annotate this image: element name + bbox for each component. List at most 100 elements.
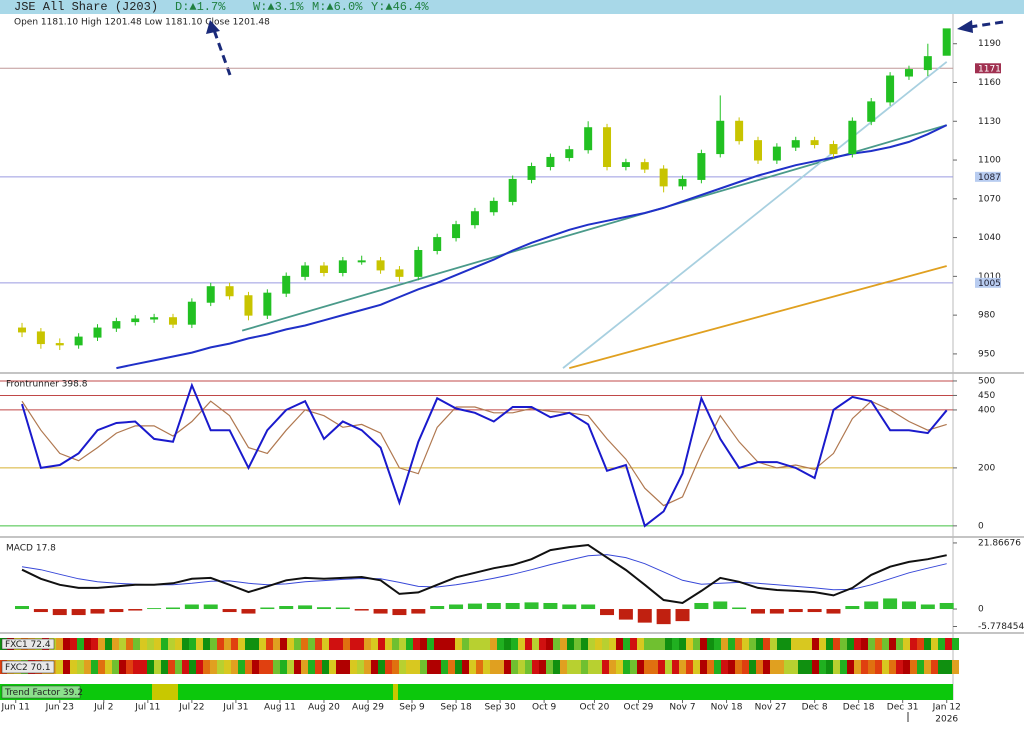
heat-cell (462, 660, 469, 674)
annotation-arrows (206, 20, 1004, 76)
heat-cell (294, 638, 301, 650)
candle-body (36, 331, 45, 345)
heat-cell (756, 660, 763, 674)
heat-cell (420, 660, 427, 674)
candle-body (603, 127, 612, 168)
heat-cell (679, 660, 686, 674)
heat-cell (420, 638, 427, 650)
x-tick-label: Sep 18 (440, 703, 472, 713)
indicator-line (21, 382, 948, 528)
heat-cell (469, 660, 476, 674)
candle-body (772, 146, 781, 161)
heat-cell (399, 660, 406, 674)
candle-body (546, 156, 555, 168)
histogram-bar (807, 609, 822, 613)
histogram-bar (392, 609, 407, 616)
heat-cell (350, 638, 357, 650)
candle-body (433, 237, 442, 252)
macd-line (21, 543, 947, 605)
histogram-bar (543, 602, 558, 610)
heat-cell (525, 660, 532, 674)
heat-cell (203, 638, 210, 650)
candle-body (263, 292, 272, 316)
histogram-bar (335, 607, 350, 610)
candle-body (414, 250, 423, 277)
heat-cell (728, 638, 735, 650)
heat-cell (168, 638, 175, 650)
histogram-bar (637, 609, 652, 623)
x-tick-label: Oct 9 (532, 703, 556, 713)
heat-cell (672, 660, 679, 674)
heat-cell (273, 638, 280, 650)
heat-cell (875, 660, 882, 674)
heat-cell (504, 660, 511, 674)
heat-cell (630, 638, 637, 650)
heat-cell (357, 660, 364, 674)
heat-cell (651, 660, 658, 674)
year-label: 2026 (935, 715, 958, 725)
x-tick-label: Nov 18 (711, 703, 743, 713)
heat-cell (238, 660, 245, 674)
y-tick-label: 1010 (978, 272, 1001, 282)
heat-cell (280, 660, 287, 674)
heat-cell (742, 638, 749, 650)
change-week: W:▲3.1% (253, 0, 304, 14)
heat-cell (476, 638, 483, 650)
heat-cell (140, 660, 147, 674)
heat-cell (609, 660, 616, 674)
heat-cell (518, 638, 525, 650)
histogram-bar (279, 606, 294, 610)
heat-cell (511, 660, 518, 674)
heat-cell (525, 638, 532, 650)
heat-cell (105, 660, 112, 674)
histogram-bar (864, 601, 879, 610)
heat-cell (938, 638, 945, 650)
heat-cell (343, 638, 350, 650)
strip-fill (0, 684, 953, 700)
heat-cell (770, 660, 777, 674)
heat-cell (231, 660, 238, 674)
x-tick-label: Jul 31 (222, 703, 248, 713)
x-tick-label: Jan 12 (932, 703, 961, 713)
heat-cell (161, 660, 168, 674)
heat-cell (616, 638, 623, 650)
heat-cell (770, 638, 777, 650)
histogram-bar (203, 604, 218, 610)
heat-cell (896, 660, 903, 674)
heat-cell (833, 660, 840, 674)
candle-body (395, 269, 404, 277)
candle-body (735, 120, 744, 142)
strip-label: Trend Factor 39.2 (4, 688, 83, 698)
heat-cell (182, 638, 189, 650)
heat-cell (532, 660, 539, 674)
histogram-bar (920, 604, 935, 610)
candle-body (584, 127, 593, 151)
heat-cell (560, 660, 567, 674)
heat-cell (763, 660, 770, 674)
heat-cell (469, 638, 476, 650)
heat-cell (455, 638, 462, 650)
heat-cell (329, 660, 336, 674)
heat-cell (644, 660, 651, 674)
heat-cell (175, 660, 182, 674)
y-tick-label: -5.778454 (978, 622, 1024, 632)
strip-label-box (1, 685, 81, 699)
heat-cell (294, 660, 301, 674)
histogram-bar (184, 604, 199, 610)
histogram-bar (562, 604, 577, 610)
strip-label: FXC2 70.1 (5, 663, 51, 673)
level-label-box (975, 277, 1001, 288)
x-tick-label: Oct 20 (580, 703, 610, 713)
heat-cell (322, 638, 329, 650)
heat-cell (56, 638, 63, 650)
heat-cell (805, 638, 812, 650)
arrowhead (957, 20, 973, 33)
candle-body (829, 144, 838, 155)
histogram-bar (52, 609, 67, 616)
candle-body (93, 327, 102, 338)
heat-cell (574, 638, 581, 650)
heat-cell (273, 660, 280, 674)
heat-cell (791, 638, 798, 650)
heat-cell (147, 660, 154, 674)
candle-body (168, 317, 177, 325)
